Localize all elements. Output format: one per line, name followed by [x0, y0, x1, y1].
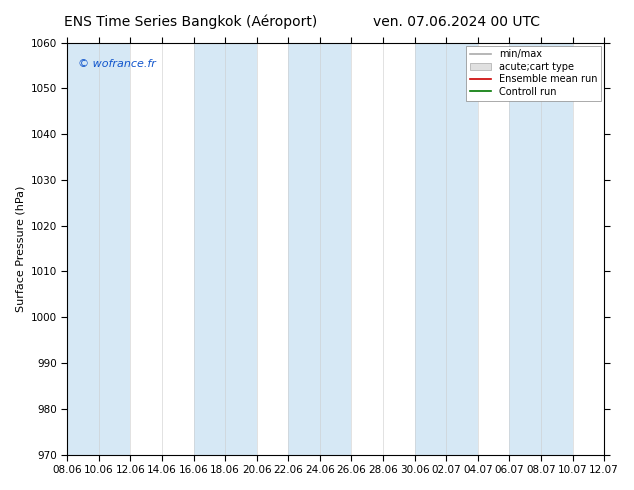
Bar: [288, 43, 351, 455]
Bar: [67, 43, 131, 455]
Bar: [509, 43, 573, 455]
Y-axis label: Surface Pressure (hPa): Surface Pressure (hPa): [15, 185, 25, 312]
Text: ven. 07.06.2024 00 UTC: ven. 07.06.2024 00 UTC: [373, 15, 540, 29]
Text: © wofrance.fr: © wofrance.fr: [78, 59, 156, 69]
Legend: min/max, acute;cart type, Ensemble mean run, Controll run: min/max, acute;cart type, Ensemble mean …: [466, 46, 601, 100]
Bar: [415, 43, 478, 455]
Text: ENS Time Series Bangkok (Aéroport): ENS Time Series Bangkok (Aéroport): [63, 15, 317, 29]
Bar: [193, 43, 257, 455]
